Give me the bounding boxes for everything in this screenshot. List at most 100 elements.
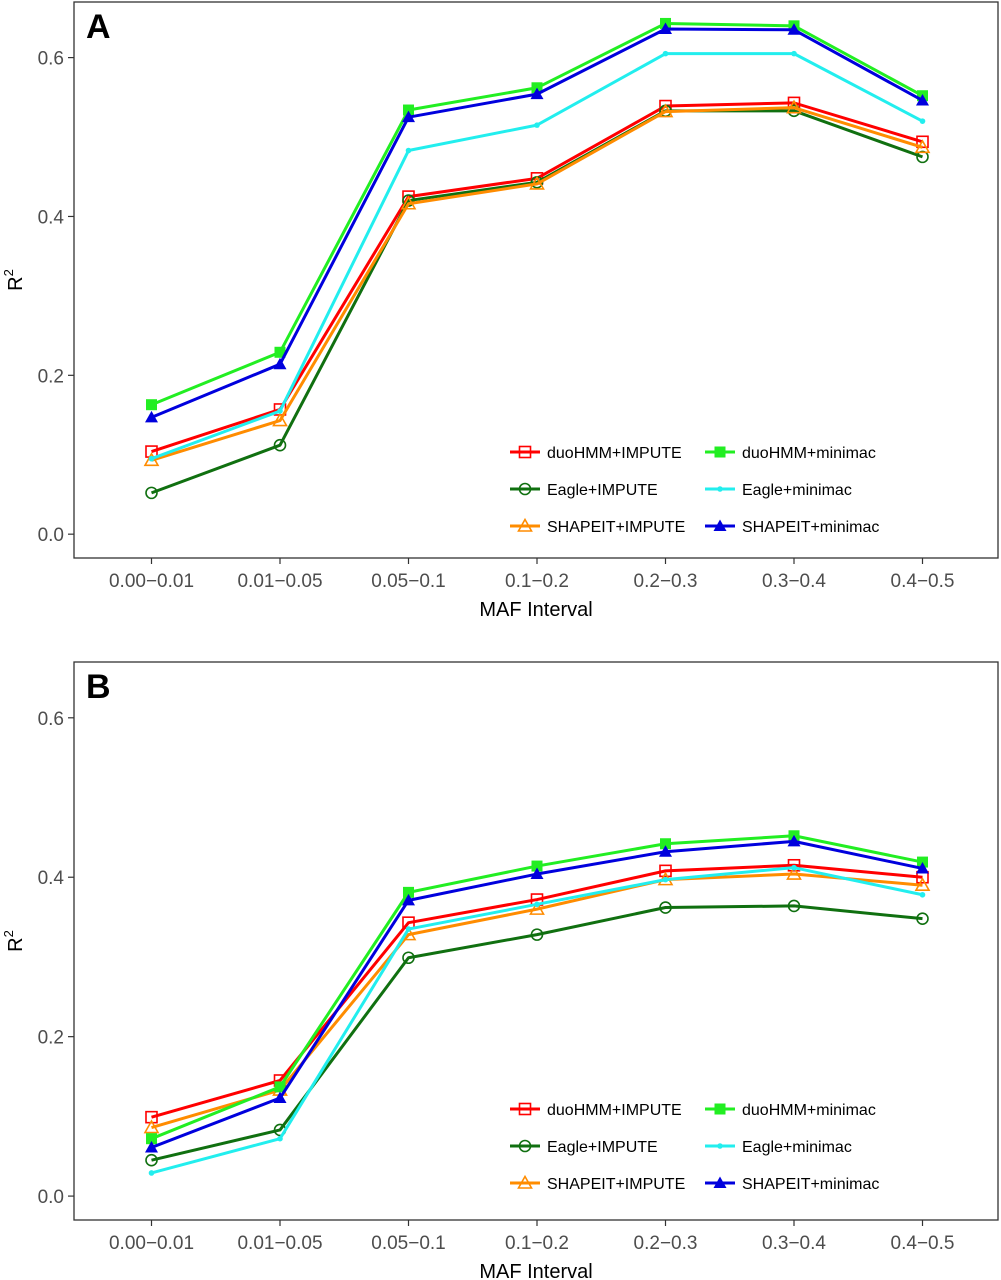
data-point	[659, 845, 672, 857]
x-tick-label: 0.05−0.1	[371, 1233, 446, 1254]
legend-swatch-marker	[713, 1176, 727, 1188]
legend-label: duoHMM+IMPUTE	[547, 445, 682, 462]
data-point	[787, 899, 801, 913]
y-tick-label: 0.0	[38, 1187, 64, 1208]
legend-item: SHAPEIT+IMPUTE	[510, 1174, 685, 1193]
legend-swatch-marker	[517, 517, 533, 532]
data-point	[787, 834, 801, 847]
data-point	[148, 1170, 155, 1176]
legend-label: SHAPEIT+minimac	[742, 519, 879, 536]
data-point	[914, 139, 931, 154]
legend-item: duoHMM+IMPUTE	[510, 445, 682, 462]
series-shapeit-minimac	[145, 834, 929, 1153]
data-point	[146, 1133, 157, 1145]
y-tick-label: 0.2	[38, 1028, 64, 1049]
data-point	[145, 1140, 158, 1153]
legend-item: SHAPEIT+minimac	[705, 519, 879, 536]
data-point	[145, 486, 158, 500]
legend-label: Eagle+IMPUTE	[547, 482, 658, 499]
panel-label: B	[86, 668, 111, 706]
data-point	[530, 928, 544, 941]
data-point	[914, 877, 931, 892]
legend-label: SHAPEIT+IMPUTE	[547, 1176, 685, 1193]
data-point	[277, 408, 283, 414]
data-point	[403, 886, 414, 898]
x-tick-label: 0.1−0.2	[505, 571, 569, 592]
data-point	[534, 122, 540, 128]
data-point	[662, 876, 669, 883]
data-point	[402, 951, 415, 965]
y-tick-label: 0.0	[38, 525, 64, 546]
data-point	[659, 864, 672, 878]
data-point	[273, 1091, 287, 1104]
data-point	[660, 838, 671, 850]
data-point	[662, 50, 669, 57]
legend-swatch-marker	[518, 1102, 532, 1116]
legend-item: Eagle+IMPUTE	[510, 1139, 658, 1156]
chart-panel-a: A 0.0 0.2 0.4 0.6 0.00−0.01 0.01−0.05 0.05−0.1 0…	[1, 1, 999, 621]
y-tick-label: 0.4	[38, 868, 65, 889]
data-point	[916, 150, 929, 164]
data-point	[402, 110, 415, 123]
data-point	[402, 893, 415, 906]
y-tick-label: 0.2	[38, 366, 64, 387]
data-point	[143, 1119, 160, 1134]
x-tick-label: 0.2−0.3	[634, 571, 698, 592]
data-point	[273, 357, 287, 370]
legend-item: Eagle+IMPUTE	[510, 482, 658, 499]
x-tick-label: 0.4−0.5	[891, 1233, 955, 1254]
legend-swatch-marker	[714, 446, 726, 458]
data-point	[146, 399, 157, 411]
series-line	[151, 904, 923, 1162]
legend-swatch-marker	[518, 1139, 532, 1153]
legend-label: Eagle+minimac	[742, 482, 852, 499]
data-point	[274, 346, 286, 358]
legend-label: Eagle+IMPUTE	[547, 1139, 658, 1156]
x-tick-label: 0.05−0.1	[371, 571, 446, 592]
series-shapeit-impute	[143, 99, 931, 467]
x-axis-title: MAF Interval	[479, 599, 592, 621]
data-point	[530, 87, 544, 100]
series-eagle-minimac	[148, 864, 926, 1176]
legend-item: duoHMM+minimac	[705, 445, 876, 462]
data-point	[405, 147, 412, 154]
legend-swatch-marker	[717, 486, 723, 492]
data-point	[786, 99, 802, 114]
data-point	[787, 23, 801, 35]
data-point	[659, 901, 672, 914]
y-axis-title-superscript: 2	[1, 269, 16, 276]
x-tick-label: 0.00−0.01	[109, 571, 194, 592]
data-point	[405, 926, 412, 932]
legend-item: duoHMM+IMPUTE	[510, 1102, 682, 1119]
data-point	[274, 1081, 286, 1093]
series-eagle-minimac	[148, 50, 926, 462]
legend-item: SHAPEIT+minimac	[705, 1176, 879, 1193]
plot-frame	[73, 661, 999, 1221]
x-tick-label: 0.01−0.05	[237, 1233, 322, 1254]
legend-item: Eagle+minimac	[705, 1139, 852, 1156]
x-tick-label: 0.1−0.2	[505, 1233, 569, 1254]
data-point	[145, 1110, 158, 1124]
legend: duoHMM+IMPUTE Eagle+IMPUTE SHAPEIT+IMPUTE d…	[510, 445, 879, 536]
data-point	[530, 867, 544, 880]
x-tick-label: 0.2−0.3	[634, 1233, 698, 1254]
data-point	[273, 438, 287, 452]
legend-item: duoHMM+minimac	[705, 1102, 876, 1119]
legend-swatch-marker	[714, 1103, 726, 1115]
legend-label: duoHMM+IMPUTE	[547, 1102, 682, 1119]
legend-swatch-marker	[713, 519, 727, 531]
data-point	[531, 860, 543, 872]
legend-swatch-marker	[518, 445, 532, 459]
legend-swatch-marker	[717, 1143, 723, 1149]
legend-label: SHAPEIT+IMPUTE	[547, 519, 685, 536]
data-point	[277, 1135, 283, 1142]
data-point	[143, 452, 160, 467]
y-tick-label: 0.4	[38, 207, 65, 228]
series-shapeit-minimac	[145, 22, 929, 423]
data-point	[916, 93, 929, 106]
data-point	[657, 103, 674, 118]
data-point	[272, 412, 288, 427]
legend-item: SHAPEIT+IMPUTE	[510, 517, 685, 536]
